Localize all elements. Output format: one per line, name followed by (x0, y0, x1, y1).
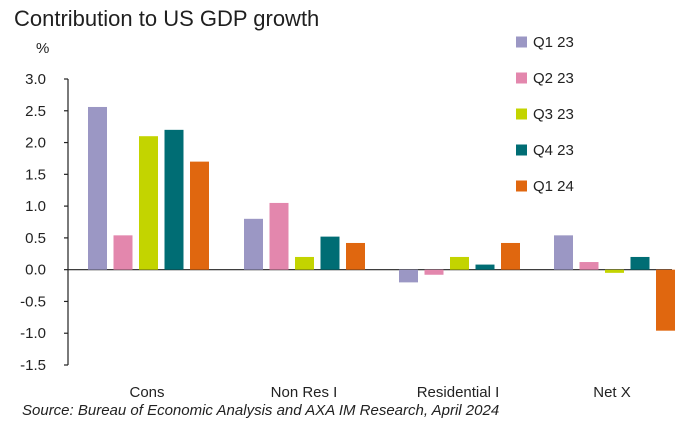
bar (88, 106, 107, 270)
bars (88, 106, 675, 331)
legend-label: Q2 23 (533, 70, 574, 87)
bar (579, 262, 599, 270)
bar (656, 269, 675, 331)
category-labels: Cons Non Res I Residential I Net X (129, 384, 630, 401)
bar (501, 242, 520, 270)
category-label: Net X (593, 384, 631, 401)
legend-swatch (516, 144, 527, 156)
y-tick-label: 0.0 (25, 262, 46, 279)
y-tick-label: -1.0 (20, 325, 46, 342)
category-label: Non Res I (271, 384, 338, 401)
bar (164, 129, 184, 270)
bar (295, 256, 314, 270)
y-tick-label: 3.0 (25, 71, 46, 88)
legend-swatch (516, 180, 527, 192)
source-note: Source: Bureau of Economic Analysis and … (22, 402, 500, 419)
category-label: Residential I (417, 384, 500, 401)
legend-swatch (516, 36, 527, 48)
y-tick-label: 2.5 (25, 103, 46, 120)
bar (139, 136, 158, 270)
bar (320, 236, 340, 270)
y-tick-label: -1.5 (20, 357, 46, 374)
legend-swatch (516, 72, 527, 84)
y-tick-label: 1.5 (25, 166, 46, 183)
y-axis: 3.0 2.5 2.0 1.5 1.0 0.5 0.0 -0.5 -1.0 -1.5 (20, 71, 672, 374)
bar (113, 235, 133, 270)
legend-label: Q4 23 (533, 142, 574, 159)
bar (630, 256, 650, 270)
y-axis-unit-label: % (36, 40, 50, 57)
y-tick-label: -0.5 (20, 293, 46, 310)
legend-label: Q1 23 (533, 34, 574, 51)
legend-label: Q1 24 (533, 178, 574, 195)
y-tick-label: 1.0 (25, 198, 46, 215)
bar (190, 161, 209, 270)
legend-swatch (516, 108, 527, 120)
category-label: Cons (129, 384, 164, 401)
chart-title: Contribution to US GDP growth (14, 6, 320, 31)
bar (346, 242, 365, 270)
bar (269, 202, 289, 270)
bar (475, 264, 495, 270)
y-tick-label: 2.0 (25, 135, 46, 152)
legend: Q1 23 Q2 23 Q3 23 Q4 23 Q1 24 (516, 34, 574, 195)
legend-label: Q3 23 (533, 106, 574, 123)
bar (554, 235, 573, 270)
bar (244, 218, 263, 270)
y-tick-label: 0.5 (25, 230, 46, 247)
bar (399, 269, 418, 283)
bar (450, 256, 469, 270)
bar (424, 269, 444, 275)
bar (605, 269, 624, 273)
